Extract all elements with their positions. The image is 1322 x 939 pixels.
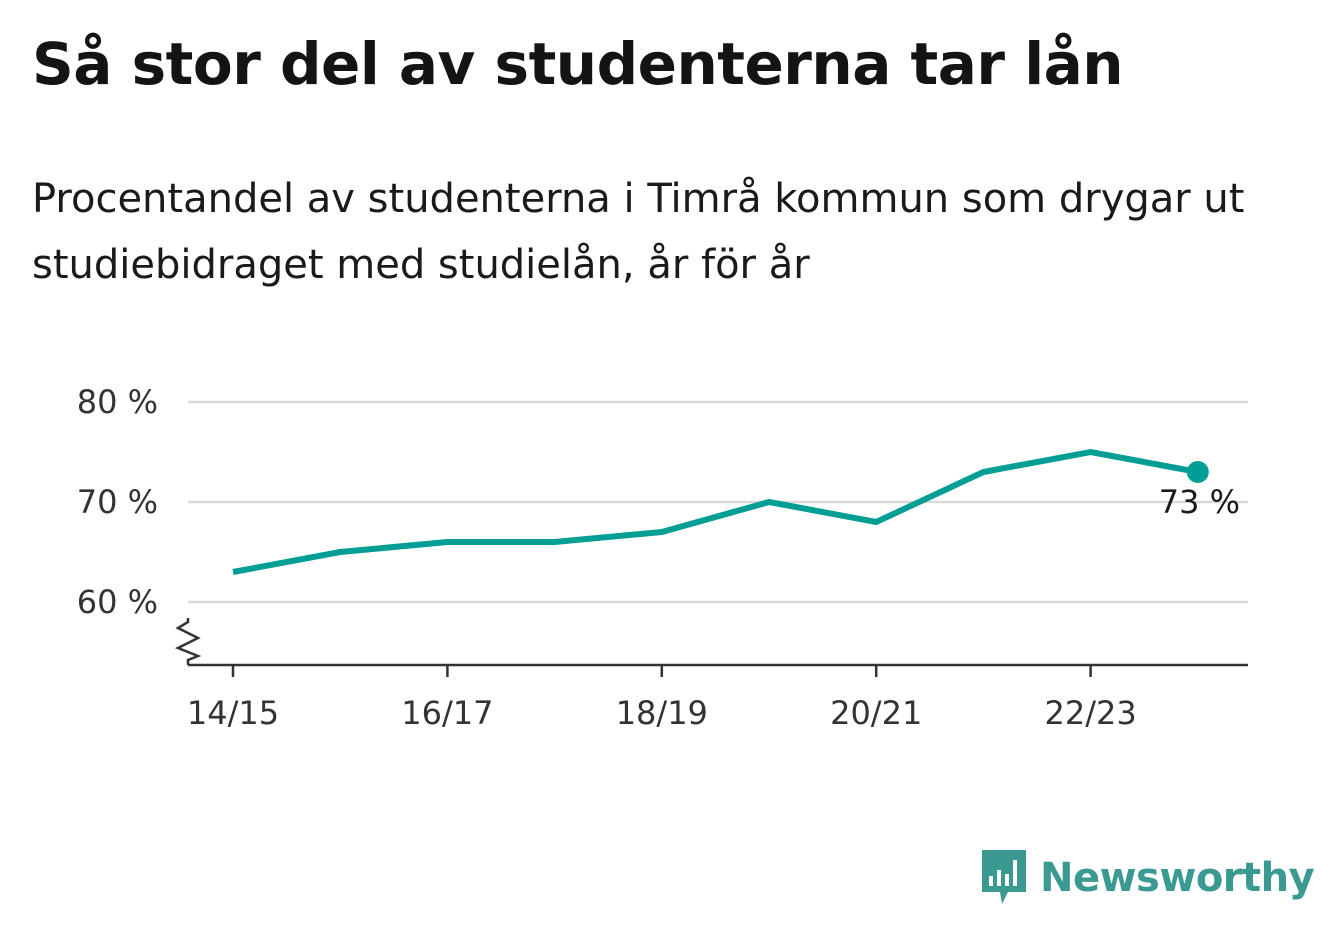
labels: 60 % 70 % 80 % 14/15 16/17 18/19 20/21 22/23 73 … [77, 383, 1240, 732]
end-point-marker [1186, 461, 1209, 483]
axes [174, 618, 1248, 677]
end-value-label: 73 % [1159, 483, 1240, 521]
brand-name: Newsworthy [1040, 855, 1315, 901]
x-tick-label: 16/17 [401, 694, 493, 732]
axis-break-icon [174, 618, 202, 665]
newsworthy-logo: Newsworthy [980, 848, 1315, 908]
x-tick-label: 14/15 [187, 694, 279, 732]
chart-title: Så stor del av studenterna tar lån [32, 30, 1124, 98]
series-line [232, 448, 1199, 575]
bar-chart-speech-bubble-icon [982, 850, 1026, 904]
chart-subtitle: Procentandel av studenterna i Timrå komm… [32, 176, 1245, 288]
x-tick-label: 18/19 [616, 694, 708, 732]
x-tick-label: 22/23 [1044, 694, 1136, 732]
y-tick-label: 60 % [77, 583, 158, 621]
y-tick-label: 80 % [77, 383, 158, 421]
gridlines [188, 400, 1248, 604]
series-lines [232, 448, 1209, 575]
x-tick-label: 20/21 [830, 694, 922, 732]
y-tick-label: 70 % [77, 483, 158, 521]
